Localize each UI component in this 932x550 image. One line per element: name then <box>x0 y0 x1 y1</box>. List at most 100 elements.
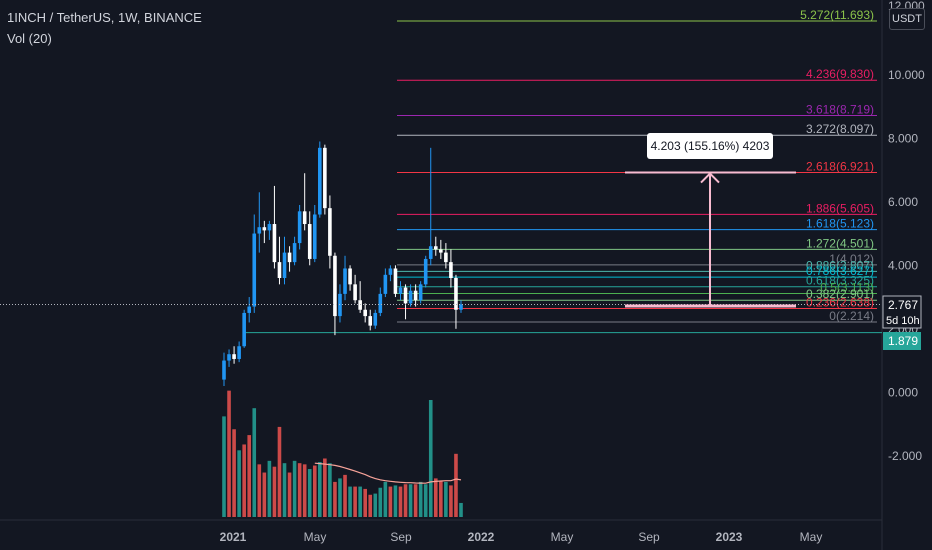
time-tick-label: 2022 <box>468 530 495 544</box>
price-tick-label: 10.000 <box>888 68 925 82</box>
fib-level-label: 0.886(3.807) <box>806 258 874 272</box>
candle-body <box>267 224 272 231</box>
fib-level-label: 4.236(9.830) <box>806 67 874 81</box>
volume-bar <box>242 444 246 517</box>
bar-countdown: 5d 10h <box>886 315 920 327</box>
candle-body <box>393 268 398 294</box>
volume-bar <box>383 481 388 517</box>
fib-level-label: 1.272(4.501) <box>806 236 874 250</box>
price-tick-label: 0.000 <box>888 385 918 399</box>
volume-bar <box>403 484 408 517</box>
candle-body <box>282 252 287 278</box>
support-price-value: 1.879 <box>888 334 918 348</box>
candle-body <box>403 287 408 304</box>
candle-body <box>318 147 322 215</box>
candle-body <box>388 268 393 275</box>
fib-level-label: 0(2.214) <box>829 309 874 323</box>
volume-bar <box>227 390 231 517</box>
candle-body <box>297 211 302 244</box>
candle-body <box>418 284 423 301</box>
fib-level-label: 3.272(8.097) <box>806 122 874 136</box>
volume-ma-line <box>314 462 462 484</box>
candle-body <box>272 224 277 263</box>
volume-bar <box>353 486 357 517</box>
volume-bar <box>413 484 418 517</box>
volume-bar <box>363 488 367 517</box>
volume-bar <box>292 460 297 517</box>
currency-button[interactable]: USDT <box>889 8 925 30</box>
candle-body <box>383 274 388 294</box>
candle-body <box>227 354 231 361</box>
candle-body <box>398 287 403 294</box>
volume-bar <box>408 484 413 517</box>
volume-label: Vol (20) <box>7 31 52 46</box>
candle-body <box>307 224 312 259</box>
volume-bar <box>378 487 383 517</box>
candle-body <box>358 300 362 310</box>
volume-bar <box>262 472 267 517</box>
volume-bar <box>388 486 393 517</box>
candle-body <box>242 312 246 347</box>
candle-body <box>439 249 443 253</box>
candle-body <box>454 278 458 310</box>
candle-body <box>353 284 357 301</box>
time-tick-label: Sep <box>390 530 412 544</box>
candle-body <box>312 214 317 259</box>
fib-level-label: 0.786(3.627) <box>806 264 874 278</box>
volume-bar <box>312 465 317 517</box>
price-tick-label: -2.000 <box>888 449 922 463</box>
candle-body <box>287 252 292 263</box>
candle-body <box>277 262 282 278</box>
candle-body <box>378 293 383 313</box>
candle-body <box>368 316 373 326</box>
time-axis: 2021 May Sep 2022 May Sep 2023 May <box>220 530 823 544</box>
volume-bar <box>277 426 282 517</box>
candle-body <box>232 354 236 359</box>
candle-body <box>343 268 347 294</box>
candle-body <box>333 255 337 317</box>
price-range-measure: 4.203 (155.16%) 4203 <box>625 133 796 308</box>
volume-bar <box>318 462 322 517</box>
measure-arrow-head <box>700 172 720 184</box>
candle-body <box>449 262 453 278</box>
volume-bar <box>444 481 448 517</box>
candle-body <box>237 346 241 359</box>
volume-bar <box>449 485 453 517</box>
volume-bar <box>252 408 257 517</box>
volume-bar <box>418 481 423 517</box>
volume-bar <box>433 478 438 517</box>
volume-bar <box>222 416 226 517</box>
time-tick-label: May <box>304 530 327 544</box>
candle-body <box>348 268 352 285</box>
candle-body <box>413 290 418 301</box>
fib-level-label: 2.618(6.921) <box>806 160 874 174</box>
volume-bar <box>358 486 362 517</box>
volume-bar <box>282 463 287 517</box>
volume-bar <box>267 460 272 517</box>
fib-extension: 5.272(11.693) 4.236(9.830) 3.618(8.719) 3.2… <box>397 8 877 323</box>
volume-bar <box>459 502 463 517</box>
fib-level-label: 1.618(5.123) <box>806 217 874 231</box>
support-price-tag <box>883 332 921 350</box>
volume-bar <box>428 400 433 517</box>
price-tick-label: 8.000 <box>888 131 918 145</box>
candle-body <box>247 306 252 313</box>
last-price-value: 2.767 <box>888 298 918 312</box>
volume-bar <box>439 480 443 517</box>
fib-level-label: 0.5(3.113) <box>820 280 874 294</box>
candle-body <box>433 246 438 250</box>
volume-bar <box>297 463 302 517</box>
fib-level-label: 1.886(5.605) <box>806 201 874 215</box>
price-tick-label: 6.000 <box>888 195 918 209</box>
candle-body <box>459 304 463 310</box>
candle-body <box>408 290 413 304</box>
candle-body <box>222 360 226 380</box>
volume-bar <box>373 493 378 517</box>
candle-body <box>363 309 367 317</box>
chart-title: 1INCH / TetherUS, 1W, BINANCE <box>7 10 202 25</box>
candle-body <box>328 208 332 256</box>
candle-body <box>257 227 262 234</box>
volume-bar <box>237 450 241 517</box>
